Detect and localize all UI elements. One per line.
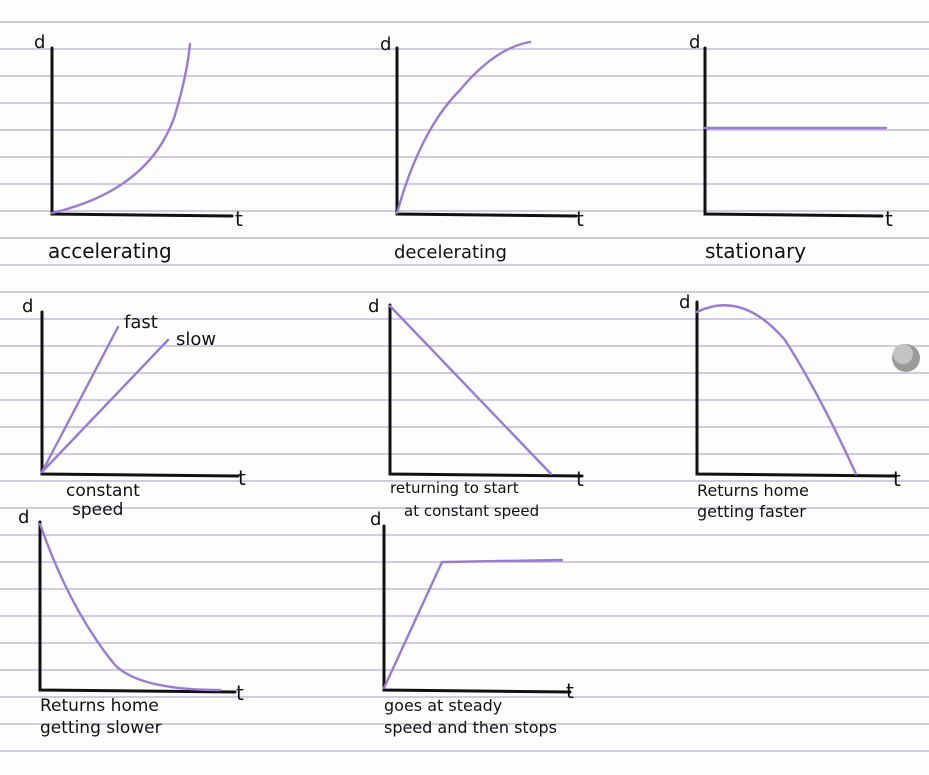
graph-returns-home-slower: d t Returns home getting slower — [18, 507, 244, 738]
graph-steady-then-stops: d t goes at steady speed and then stops — [370, 509, 574, 737]
x-axis-label: t — [893, 467, 901, 491]
x-axis-label: t — [235, 207, 243, 231]
graph-caption: stationary — [705, 239, 806, 263]
graph-returns-home-faster: d t Returns home getting faster — [679, 292, 901, 521]
graph-caption-line-2: getting faster — [697, 502, 806, 521]
graph-caption-line-2: speed and then stops — [384, 718, 557, 737]
line-label-slow: slow — [176, 329, 216, 350]
graph-axes — [50, 46, 234, 218]
ruled-lines — [0, 21, 929, 752]
graph-caption-line-1: returning to start — [390, 479, 519, 497]
y-axis-label: d — [689, 32, 700, 53]
x-axis-label: t — [238, 466, 246, 490]
hole-punch-highlight — [893, 344, 913, 364]
graph-accelerating: d t accelerating — [34, 32, 243, 263]
graph-caption: decelerating — [394, 242, 507, 263]
graph-axes — [40, 310, 240, 478]
graph-axes — [395, 46, 578, 218]
graph-axes — [382, 524, 572, 694]
graph-returning-to-start: d t returning to start at constant speed — [368, 296, 584, 520]
graph-axes — [38, 520, 237, 694]
line-label-fast: fast — [124, 312, 158, 333]
graph-line-fast — [40, 325, 120, 474]
graph-stationary: d t stationary — [689, 32, 893, 263]
graph-curve — [38, 522, 222, 692]
x-axis-label: t — [576, 207, 584, 231]
graph-caption: accelerating — [48, 239, 172, 263]
y-axis-label: d — [22, 296, 33, 317]
x-axis-label: t — [576, 467, 584, 491]
y-axis-label: d — [380, 34, 391, 55]
graph-caption-line-1: Returns home — [40, 696, 159, 716]
graph-caption-line-2: getting slower — [40, 718, 162, 738]
graph-curve — [382, 558, 564, 690]
graph-decelerating: d t decelerating — [380, 34, 584, 263]
graph-curve — [395, 40, 532, 215]
graph-caption-line-1: Returns home — [697, 481, 809, 500]
y-axis-label: d — [679, 292, 690, 313]
graph-axes — [695, 300, 898, 478]
graph-caption-line-1: constant — [66, 481, 140, 501]
graph-curve — [695, 304, 858, 476]
graph-axes — [388, 303, 584, 478]
y-axis-label: d — [18, 507, 29, 528]
x-axis-label: t — [566, 679, 574, 703]
graph-line-slow — [40, 338, 170, 474]
x-axis-label: t — [885, 207, 893, 231]
graph-caption-line-2: at constant speed — [404, 502, 539, 520]
graph-axes — [703, 46, 884, 218]
graph-curve — [50, 42, 192, 215]
graph-caption-line-2: speed — [72, 500, 123, 520]
graph-constant-speed: d t fast slow constant speed — [22, 296, 246, 520]
y-axis-label: d — [34, 32, 45, 53]
graph-curve — [388, 304, 553, 476]
y-axis-label: d — [370, 509, 381, 530]
graph-caption-line-1: goes at steady — [384, 696, 502, 715]
x-axis-label: t — [236, 681, 244, 705]
y-axis-label: d — [368, 296, 379, 317]
